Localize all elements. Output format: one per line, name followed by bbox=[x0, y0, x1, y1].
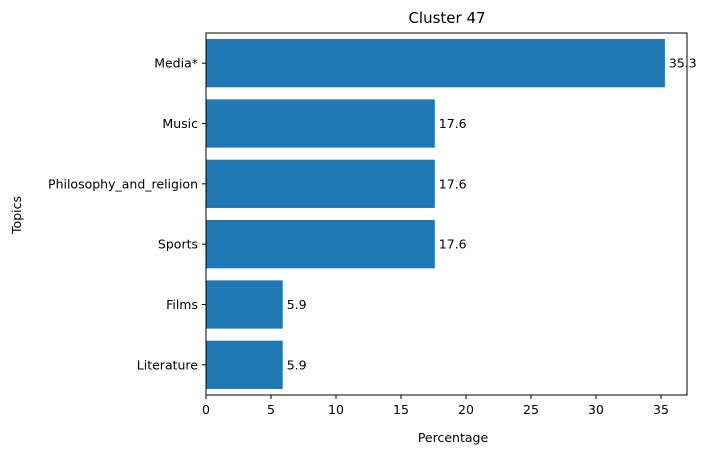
x-tick-label: 5 bbox=[267, 402, 275, 417]
data-label: 5.9 bbox=[287, 357, 307, 372]
x-axis-ticks: 0 5 10 15 20 25 30 35 bbox=[202, 395, 669, 417]
data-label: 35.3 bbox=[669, 56, 697, 71]
plot-frame bbox=[205, 32, 688, 396]
y-tick-label: Sports bbox=[158, 237, 198, 252]
data-label: 17.6 bbox=[439, 116, 467, 131]
x-tick-label: 15 bbox=[393, 402, 409, 417]
bar-sports bbox=[206, 220, 435, 269]
x-tick-label: 35 bbox=[653, 402, 669, 417]
y-tick-label: Media* bbox=[154, 56, 198, 71]
bar-media bbox=[206, 39, 665, 88]
y-tick-label: Music bbox=[162, 116, 198, 131]
chart-title: Cluster 47 bbox=[408, 9, 485, 27]
data-labels-layer: 35.3 17.6 17.6 17.6 5.9 5.9 bbox=[287, 56, 697, 373]
x-tick-label: 10 bbox=[328, 402, 344, 417]
data-label: 5.9 bbox=[287, 297, 307, 312]
bars-layer bbox=[206, 39, 665, 389]
x-axis-label: Percentage bbox=[418, 430, 489, 445]
y-axis-label: Topics bbox=[9, 196, 24, 235]
bar-music bbox=[206, 99, 435, 148]
x-tick-label: 30 bbox=[588, 402, 604, 417]
bar-films bbox=[206, 280, 283, 329]
y-tick-label: Literature bbox=[137, 357, 199, 372]
x-tick-label: 20 bbox=[458, 402, 474, 417]
x-tick-label: 25 bbox=[523, 402, 539, 417]
data-label: 17.6 bbox=[439, 237, 467, 252]
y-tick-label: Philosophy_and_religion bbox=[48, 176, 198, 191]
bar-literature bbox=[206, 340, 283, 389]
y-tick-label: Films bbox=[166, 297, 198, 312]
data-label: 17.6 bbox=[439, 176, 467, 191]
bar-philosophy-and-religion bbox=[206, 159, 435, 208]
x-tick-label: 0 bbox=[202, 402, 210, 417]
y-axis-ticks: Media* Music Philosophy_and_religion Sports… bbox=[48, 56, 206, 372]
